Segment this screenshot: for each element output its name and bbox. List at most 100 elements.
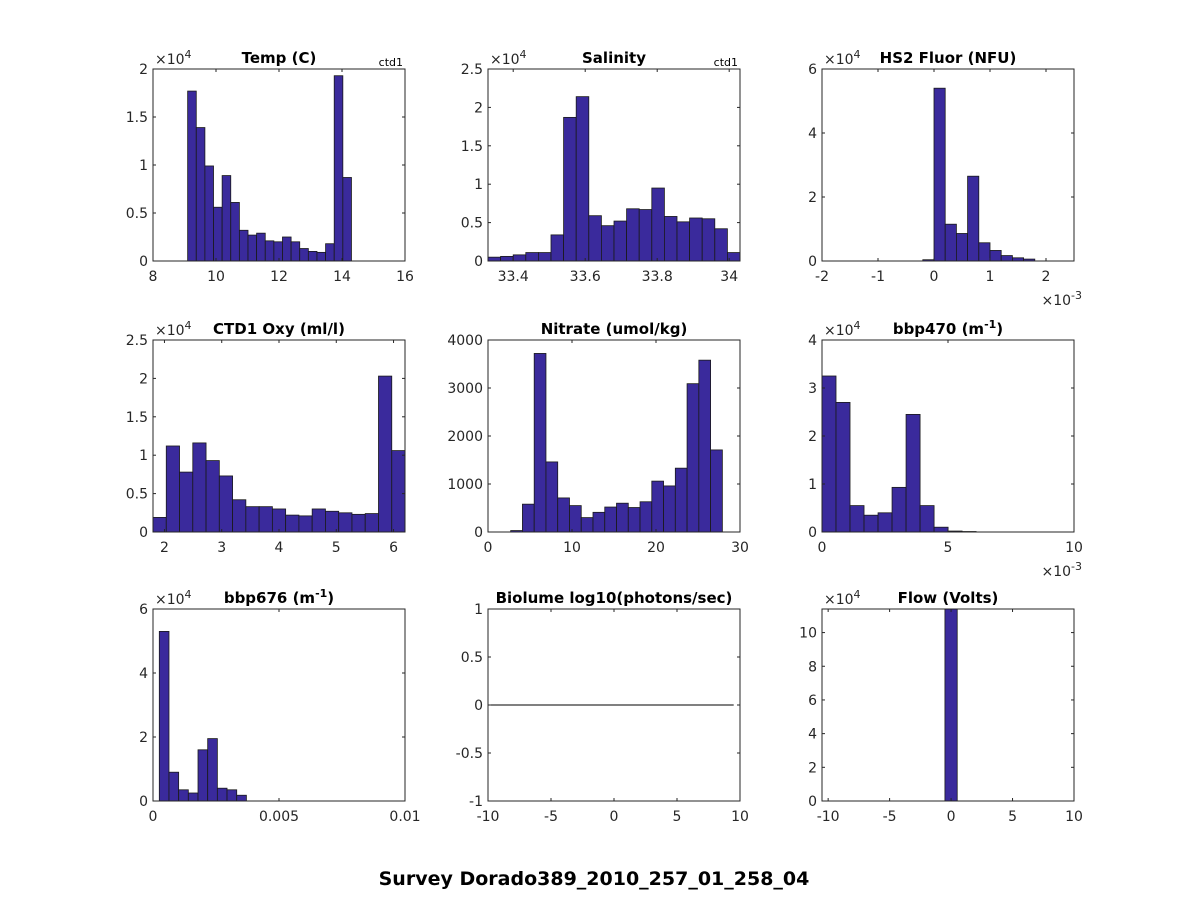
histogram-bar [216, 787, 228, 802]
histogram-bar [545, 461, 559, 533]
histogram-bar [325, 243, 335, 262]
y-tick-label: 2.5 [461, 62, 483, 78]
histogram-bar [258, 506, 273, 533]
x-tick-label: 10 [1065, 540, 1083, 556]
histogram-bar [364, 513, 379, 533]
histogram-bar [698, 359, 712, 533]
x-tick-label: -2 [815, 269, 829, 285]
histogram-bar [714, 228, 728, 262]
histogram-bar [282, 236, 292, 262]
y-tick-label: 1.5 [461, 139, 483, 155]
y-tick-label: 1.5 [126, 110, 148, 126]
y-tick-label: 6 [808, 693, 817, 709]
y-tick-label: 0 [139, 525, 148, 541]
histogram-bar [849, 505, 865, 533]
histogram-bar [205, 460, 220, 533]
histogram-bar [236, 794, 247, 802]
x-tick-label: 10 [1065, 809, 1083, 825]
x-tick-label: 5 [944, 540, 953, 556]
histogram-bar [192, 442, 207, 533]
x-tick-label: 3 [217, 540, 226, 556]
histogram-bar [613, 220, 627, 262]
histogram-bar [639, 501, 653, 533]
x-tick-label: 6 [389, 540, 398, 556]
y-tick-label: 0 [139, 794, 148, 810]
x-tick-label: 2 [160, 540, 169, 556]
histogram-bar [710, 449, 723, 533]
histogram-bar [351, 513, 366, 533]
y-tick-label: 1.5 [126, 410, 148, 426]
histogram-bar [569, 505, 582, 533]
x-tick-label: 5 [1008, 809, 1017, 825]
y-exponent-label: ×104 [490, 48, 527, 68]
y-tick-label: 0 [474, 525, 483, 541]
histogram-bar [207, 738, 218, 802]
x-tick-label: 10 [207, 269, 225, 285]
histogram-bar [247, 234, 258, 262]
x-tick-label: 20 [647, 540, 665, 556]
axes-box [821, 339, 1075, 533]
y-tick-label: 2 [139, 62, 148, 78]
histogram-bar [588, 215, 602, 262]
y-tick-label: 0 [139, 254, 148, 270]
histogram-bar [891, 486, 907, 533]
x-tick-label: 14 [333, 269, 351, 285]
subplot-title: Biolume log10(photons/sec) [496, 589, 733, 607]
subplot-title: HS2 Fluor (NFU) [880, 49, 1017, 67]
histogram-bar [627, 507, 641, 533]
y-tick-label: 4000 [447, 333, 483, 349]
histogram-bar [325, 510, 340, 533]
y-tick-label: 6 [808, 62, 817, 78]
y-tick-label: 3 [808, 381, 817, 397]
y-tick-label: -1 [469, 794, 483, 810]
y-tick-label: 1 [474, 602, 483, 618]
histogram-bar [273, 241, 283, 262]
histogram-bar [989, 250, 1002, 262]
histogram-bar [197, 749, 209, 802]
x-tick-label: 10 [731, 809, 749, 825]
subplot-9: -10 -5 0 5 10 0 2 4 6 8 10 ×104 Flow (Volts) [799, 588, 1083, 825]
x-tick-label: 16 [396, 269, 414, 285]
x-tick-label: 10 [563, 540, 581, 556]
histogram-bar [311, 508, 326, 533]
histogram-bar [651, 480, 664, 533]
axes-box [487, 68, 741, 262]
x-tick-label: 0 [149, 809, 158, 825]
y-tick-label: 2 [808, 760, 817, 776]
histogram-bar [342, 177, 352, 262]
histogram-bar [299, 248, 309, 262]
histogram-bar [933, 87, 946, 262]
histogram-bar [187, 792, 199, 802]
x-exponent-label: ×10-3 [1041, 289, 1082, 309]
histogram-bar [213, 206, 223, 262]
y-exponent-label: ×104 [824, 319, 861, 339]
x-tick-label: 33.6 [570, 269, 601, 285]
histogram-bar [686, 383, 700, 533]
y-exponent-label: ×104 [155, 319, 192, 339]
y-tick-label: 0.5 [461, 650, 483, 666]
subplot-5: 0 10 20 30 0 1000 2000 3000 4000 Nitrate (umol/kg… [447, 320, 749, 556]
histogram-bar [218, 475, 233, 533]
histogram-bar [391, 450, 406, 533]
x-tick-label: -10 [817, 809, 840, 825]
figure-suptitle: Survey Dorado389_2010_257_01_258_04 [378, 868, 810, 890]
y-tick-label: 0 [474, 254, 483, 270]
histogram-bar [522, 503, 535, 533]
y-tick-label: 2 [808, 190, 817, 206]
axes-box [152, 608, 406, 802]
axes-box [821, 68, 1075, 262]
x-tick-label: -10 [477, 809, 500, 825]
y-tick-label: 2 [474, 100, 483, 116]
histogram-bar [616, 502, 629, 533]
histogram-bar [204, 165, 214, 262]
histogram-bar [538, 252, 552, 262]
histogram-bar [863, 514, 879, 533]
subplot-note: ctd1 [714, 56, 738, 69]
histogram-bar [168, 771, 180, 802]
x-tick-label: -5 [883, 809, 897, 825]
y-tick-label: 4 [808, 333, 817, 349]
histogram-bar [877, 512, 893, 533]
y-exponent-label: ×104 [824, 48, 861, 68]
histogram-bar [944, 223, 957, 262]
